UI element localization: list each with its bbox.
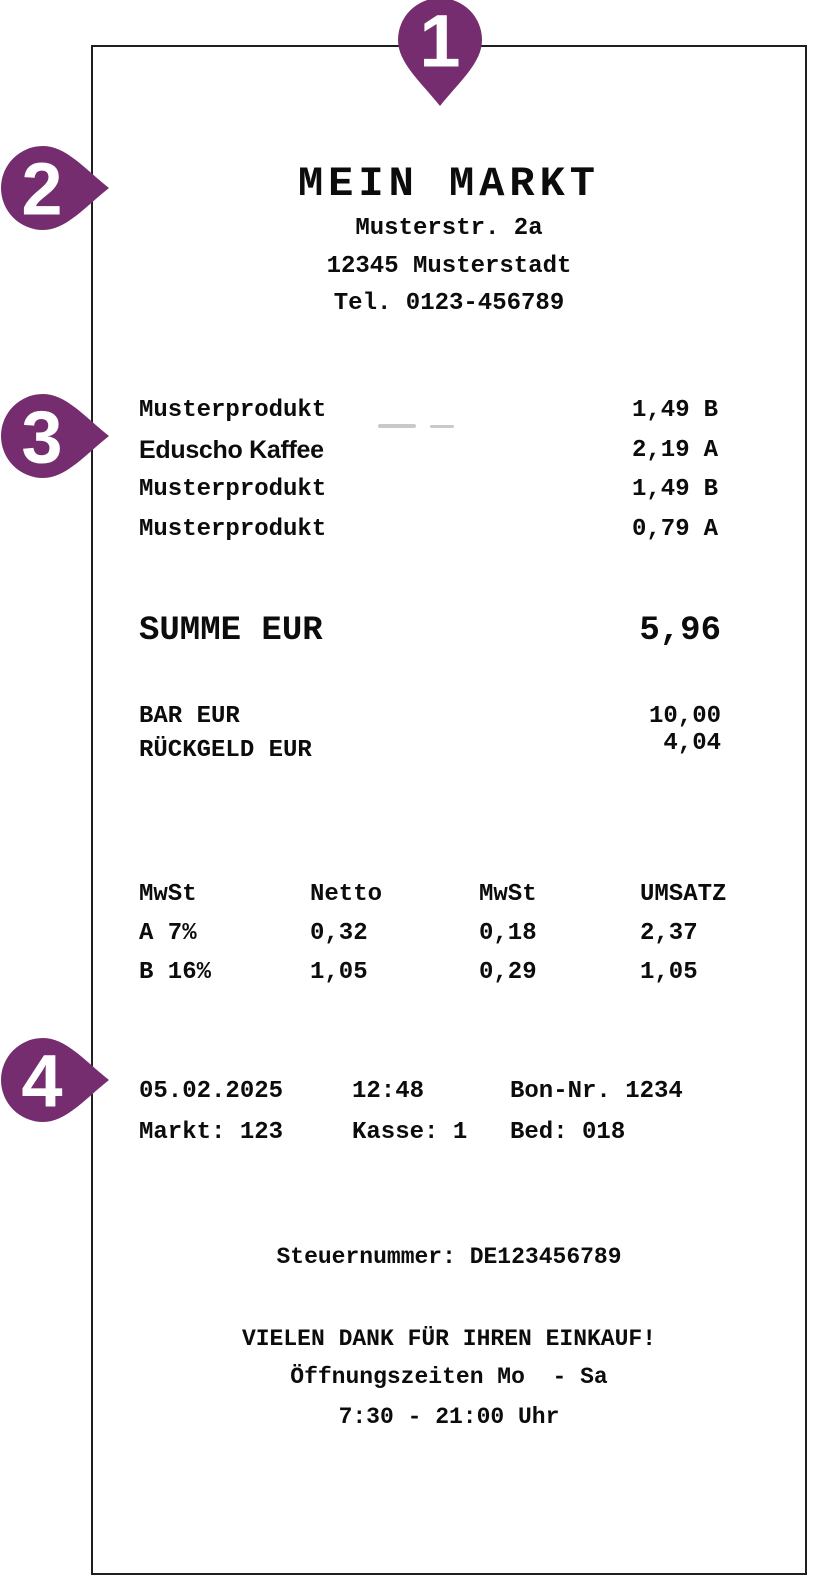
pin-number: 3 xyxy=(21,396,62,479)
item-row: Musterprodukt 0,79 A xyxy=(139,510,718,550)
tax-cell: 1,05 xyxy=(640,959,698,986)
item-row: Eduscho Kaffee 2,19 A xyxy=(139,431,718,471)
item-tax-code: A xyxy=(703,436,718,464)
tax-table-row: A 7% 0,32 0,18 2,37 xyxy=(139,914,765,953)
total-row: SUMME EUR 5,96 xyxy=(139,612,721,650)
store-name: MEIN MARKT xyxy=(297,160,601,208)
store-city: 12345 Musterstadt xyxy=(326,252,572,280)
total-amount: 5,96 xyxy=(639,612,721,650)
payment-amount: 10,00 xyxy=(648,703,721,730)
pin-number: 4 xyxy=(21,1040,62,1123)
transaction-register: Kasse: 1 xyxy=(352,1118,468,1146)
transaction-info: 05.02.2025 12:48 Bon-Nr. 1234 Markt: 123… xyxy=(139,1072,765,1153)
tax-cell: 0,18 xyxy=(479,920,537,947)
tax-header-cell: Netto xyxy=(310,881,383,908)
opening-hours-line: 7:30 - 21:00 Uhr xyxy=(338,1404,560,1430)
store-address: Musterstr. 2a 12345 Musterstadt Tel. 012… xyxy=(93,210,805,323)
pin-number: 2 xyxy=(21,148,62,231)
annotation-pin-3: 3 xyxy=(1,394,109,478)
item-name: Musterprodukt xyxy=(139,515,327,543)
artifact-smudge xyxy=(430,425,454,428)
store-street: Musterstr. 2a xyxy=(355,215,543,242)
annotation-pin-2: 2 xyxy=(1,146,109,230)
item-tax-code: B xyxy=(703,476,718,503)
map-pin-down-icon: 1 xyxy=(398,0,482,106)
tax-id-line: Steuernummer: DE123456789 xyxy=(276,1244,622,1270)
payment-row: RÜCKGELD EUR 4,04 xyxy=(139,730,721,768)
transaction-cashier: Bed: 018 xyxy=(510,1118,626,1146)
pin-number: 1 xyxy=(419,0,460,83)
transaction-row: Markt: 123 Kasse: 1 Bed: 018 xyxy=(139,1113,765,1154)
tax-header-cell: MwSt xyxy=(479,881,537,908)
item-amount: 1,49 xyxy=(631,476,690,503)
store-phone: Tel. 0123-456789 xyxy=(333,290,565,317)
tax-cell: A 7% xyxy=(139,920,197,947)
item-name: Musterprodukt xyxy=(139,476,327,503)
item-amount: 1,49 xyxy=(631,397,690,424)
tax-header-cell: UMSATZ xyxy=(640,881,727,908)
item-list: Musterprodukt 1,49 B Eduscho Kaffee 2,19… xyxy=(139,391,718,549)
payment-amount: 4,04 xyxy=(663,730,721,757)
payment-label: RÜCKGELD EUR xyxy=(139,737,312,764)
tax-header-cell: MwSt xyxy=(139,881,197,908)
thank-you-line: VIELEN DANK FÜR IHREN EINKAUF! xyxy=(241,1326,657,1352)
tax-table: MwSt Netto MwSt UMSATZ A 7% 0,32 0,18 2,… xyxy=(139,875,765,992)
map-pin-right-icon: 4 xyxy=(1,1038,109,1122)
item-amount: 0,79 xyxy=(631,515,690,543)
item-amount: 2,19 xyxy=(631,436,690,464)
tax-cell: 0,29 xyxy=(479,959,537,986)
transaction-date: 05.02.2025 xyxy=(139,1078,284,1105)
total-label: SUMME EUR xyxy=(139,612,323,650)
transaction-market: Markt: 123 xyxy=(139,1118,284,1146)
payment-section: BAR EUR 10,00 RÜCKGELD EUR 4,04 xyxy=(139,700,721,768)
item-tax-code: A xyxy=(703,515,718,543)
tax-table-row: B 16% 1,05 0,29 1,05 xyxy=(139,953,765,992)
map-pin-right-icon: 3 xyxy=(1,394,109,478)
tax-cell: 1,05 xyxy=(310,959,368,986)
payment-row: BAR EUR 10,00 xyxy=(139,700,721,734)
item-price: 1,49 B xyxy=(632,470,718,510)
tax-cell: 2,37 xyxy=(640,920,698,947)
map-pin-right-icon: 2 xyxy=(1,146,109,230)
item-row: Musterprodukt 1,49 B xyxy=(139,470,718,510)
transaction-time: 12:48 xyxy=(352,1078,425,1105)
item-price: 1,49 B xyxy=(632,391,718,431)
item-row: Musterprodukt 1,49 B xyxy=(139,391,718,431)
transaction-receipt-no: Bon-Nr. 1234 xyxy=(510,1078,683,1105)
payment-label: BAR EUR xyxy=(139,703,240,730)
annotation-pin-1: 1 xyxy=(398,0,482,106)
item-price: 0,79 A xyxy=(632,510,718,550)
transaction-row: 05.02.2025 12:48 Bon-Nr. 1234 xyxy=(139,1072,765,1113)
tax-cell: B 16% xyxy=(139,959,212,986)
opening-days-line: Öffnungszeiten Mo - Sa xyxy=(290,1364,608,1390)
annotation-pin-4: 4 xyxy=(1,1038,109,1122)
tax-table-header: MwSt Netto MwSt UMSATZ xyxy=(139,875,765,914)
item-tax-code: B xyxy=(703,397,718,424)
tax-cell: 0,32 xyxy=(310,920,368,947)
item-price: 2,19 A xyxy=(632,431,718,471)
item-name: Eduscho Kaffee xyxy=(139,435,324,464)
receipt: MEIN MARKT Musterstr. 2a 12345 Mustersta… xyxy=(91,45,807,1575)
item-name: Musterprodukt xyxy=(139,397,327,424)
artifact-smudge xyxy=(378,424,416,428)
